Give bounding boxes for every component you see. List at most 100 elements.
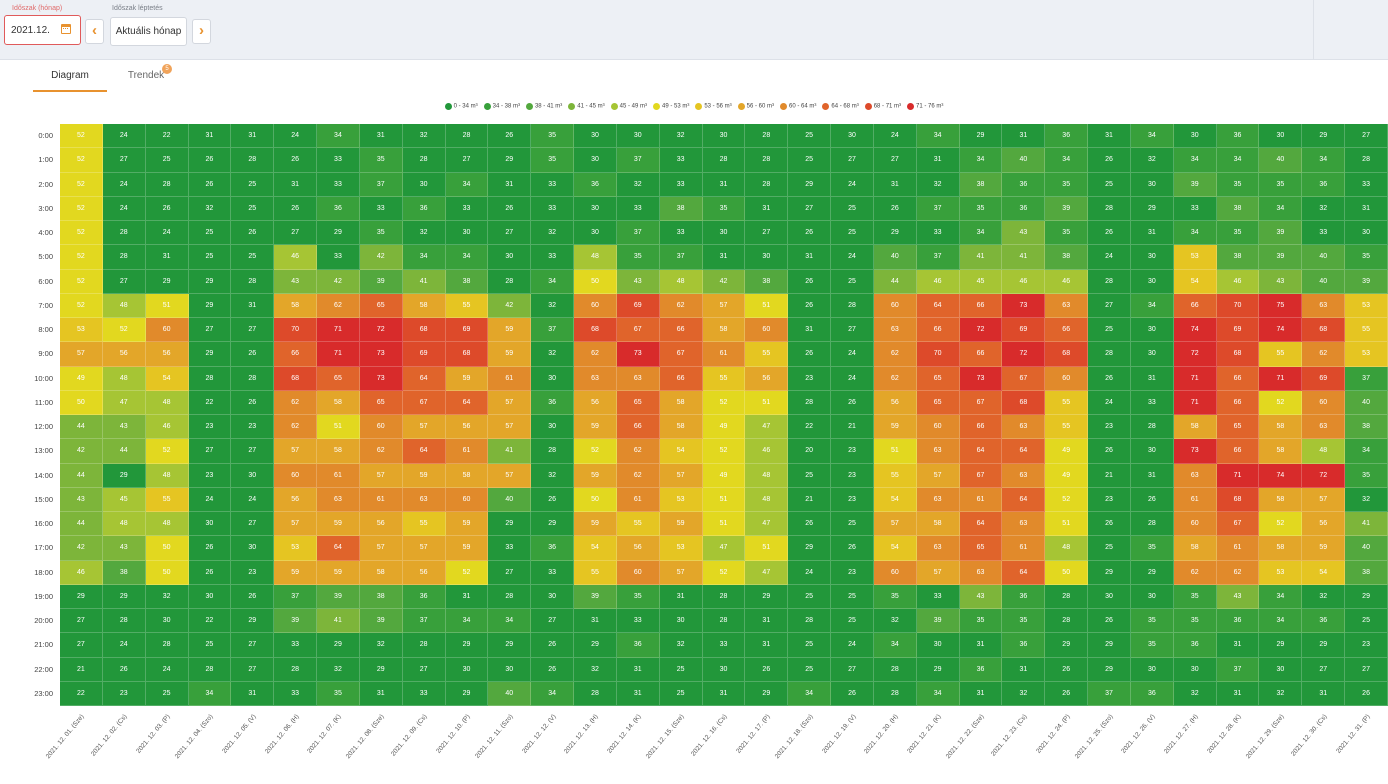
heatmap-cell[interactable]: 35 — [616, 245, 660, 270]
heatmap-cell[interactable]: 35 — [1130, 536, 1174, 561]
heatmap-cell[interactable]: 32 — [531, 221, 575, 246]
heatmap-cell[interactable]: 31 — [702, 245, 746, 270]
heatmap-cell[interactable]: 31 — [788, 318, 832, 343]
tab-trendek[interactable]: Trendek — [127, 70, 165, 81]
heatmap-cell[interactable]: 42 — [317, 269, 360, 294]
heatmap-cell[interactable]: 56 — [745, 366, 789, 391]
heatmap-cell[interactable]: 30 — [1173, 124, 1217, 149]
heatmap-cell[interactable]: 63 — [574, 366, 617, 391]
heatmap-cell[interactable]: 32 — [1002, 681, 1046, 706]
heatmap-cell[interactable]: 33 — [659, 172, 703, 197]
heatmap-cell[interactable]: 36 — [1216, 124, 1260, 149]
heatmap-cell[interactable]: 24 — [831, 245, 874, 270]
heatmap-cell[interactable]: 41 — [488, 439, 532, 464]
heatmap-cell[interactable]: 27 — [531, 609, 575, 634]
heatmap-cell[interactable]: 52 — [702, 560, 746, 585]
heatmap-cell[interactable]: 58 — [1259, 415, 1303, 440]
heatmap-cell[interactable]: 71 — [1173, 366, 1217, 391]
heatmap-cell[interactable]: 66 — [1045, 318, 1089, 343]
heatmap-cell[interactable]: 41 — [402, 269, 446, 294]
heatmap-cell[interactable]: 73 — [1173, 439, 1217, 464]
heatmap-cell[interactable]: 34 — [188, 681, 232, 706]
heatmap-cell[interactable]: 28 — [1088, 269, 1131, 294]
heatmap-cell[interactable]: 25 — [231, 196, 275, 221]
heatmap-cell[interactable]: 34 — [916, 681, 960, 706]
heatmap-cell[interactable]: 53 — [274, 536, 318, 561]
heatmap-cell[interactable]: 33 — [1130, 390, 1174, 415]
heatmap-cell[interactable]: 33 — [359, 196, 403, 221]
heatmap-cell[interactable]: 59 — [873, 415, 917, 440]
heatmap-cell[interactable]: 29 — [359, 657, 403, 682]
heatmap-cell[interactable]: 30 — [1130, 342, 1174, 367]
heatmap-cell[interactable]: 60 — [145, 318, 189, 343]
heatmap-cell[interactable]: 28 — [1130, 512, 1174, 537]
heatmap-cell[interactable]: 27 — [231, 633, 275, 658]
heatmap-cell[interactable]: 31 — [959, 681, 1003, 706]
legend-item[interactable]: 0 - 34 m³ — [444, 103, 478, 110]
heatmap-cell[interactable]: 33 — [531, 560, 575, 585]
heatmap-cell[interactable]: 26 — [231, 390, 275, 415]
heatmap-cell[interactable]: 55 — [1045, 390, 1089, 415]
heatmap-cell[interactable]: 30 — [531, 366, 575, 391]
heatmap-cell[interactable]: 59 — [445, 536, 489, 561]
heatmap-cell[interactable]: 61 — [1173, 487, 1217, 512]
heatmap-cell[interactable]: 58 — [1173, 536, 1217, 561]
heatmap-cell[interactable]: 50 — [145, 560, 189, 585]
heatmap-cell[interactable]: 35 — [359, 148, 403, 173]
heatmap-cell[interactable]: 68 — [1216, 342, 1260, 367]
heatmap-cell[interactable]: 66 — [959, 293, 1003, 318]
heatmap-cell[interactable]: 68 — [1302, 318, 1346, 343]
heatmap-cell[interactable]: 68 — [1045, 342, 1089, 367]
heatmap-cell[interactable]: 29 — [745, 584, 789, 609]
heatmap-cell[interactable]: 55 — [616, 512, 660, 537]
heatmap-cell[interactable]: 47 — [745, 560, 789, 585]
heatmap-cell[interactable]: 23 — [231, 415, 275, 440]
heatmap-cell[interactable]: 29 — [788, 172, 832, 197]
heatmap-cell[interactable]: 30 — [445, 221, 489, 246]
heatmap-cell[interactable]: 29 — [488, 512, 532, 537]
heatmap-cell[interactable]: 29 — [488, 633, 532, 658]
heatmap-cell[interactable]: 35 — [959, 609, 1003, 634]
legend-item[interactable]: 71 - 76 m³ — [907, 103, 943, 110]
heatmap-cell[interactable]: 26 — [274, 148, 318, 173]
heatmap-cell[interactable]: 29 — [1302, 633, 1346, 658]
heatmap-cell[interactable]: 63 — [1002, 512, 1046, 537]
heatmap-cell[interactable]: 34 — [445, 609, 489, 634]
heatmap-cell[interactable]: 52 — [145, 439, 189, 464]
next-period-button[interactable]: › — [192, 19, 211, 44]
heatmap-cell[interactable]: 24 — [1088, 390, 1131, 415]
heatmap-cell[interactable]: 29 — [1130, 196, 1174, 221]
heatmap-cell[interactable]: 70 — [1216, 293, 1260, 318]
heatmap-cell[interactable]: 35 — [1216, 172, 1260, 197]
heatmap-cell[interactable]: 56 — [1302, 512, 1346, 537]
legend-item[interactable]: 53 - 56 m³ — [695, 103, 732, 110]
heatmap-cell[interactable]: 51 — [745, 536, 789, 561]
heatmap-cell[interactable]: 66 — [1216, 439, 1260, 464]
legend-item[interactable]: 38 - 41 m³ — [525, 103, 562, 110]
heatmap-cell[interactable]: 59 — [1302, 536, 1346, 561]
heatmap-cell[interactable]: 33 — [402, 681, 446, 706]
heatmap-cell[interactable]: 32 — [1345, 487, 1388, 512]
heatmap-cell[interactable]: 25 — [788, 148, 832, 173]
heatmap-cell[interactable]: 60 — [359, 415, 403, 440]
heatmap-cell[interactable]: 38 — [359, 584, 403, 609]
heatmap-cell[interactable]: 27 — [1302, 657, 1346, 682]
heatmap-cell[interactable]: 31 — [745, 609, 789, 634]
heatmap-cell[interactable]: 60 — [873, 293, 917, 318]
heatmap-cell[interactable]: 66 — [1173, 293, 1217, 318]
heatmap-cell[interactable]: 23 — [1088, 487, 1131, 512]
heatmap-cell[interactable]: 35 — [873, 584, 917, 609]
heatmap-cell[interactable]: 36 — [1216, 609, 1260, 634]
heatmap-cell[interactable]: 35 — [1345, 245, 1388, 270]
heatmap-cell[interactable]: 52 — [60, 245, 103, 270]
heatmap-cell[interactable]: 63 — [1002, 415, 1046, 440]
heatmap-cell[interactable]: 61 — [445, 439, 489, 464]
heatmap-cell[interactable]: 37 — [1345, 366, 1388, 391]
heatmap-cell[interactable]: 29 — [60, 584, 103, 609]
heatmap-cell[interactable]: 59 — [445, 366, 489, 391]
heatmap-cell[interactable]: 30 — [574, 124, 617, 149]
heatmap-cell[interactable]: 52 — [574, 439, 617, 464]
heatmap-cell[interactable]: 25 — [145, 148, 189, 173]
heatmap-cell[interactable]: 28 — [102, 245, 146, 270]
heatmap-cell[interactable]: 58 — [1259, 536, 1303, 561]
